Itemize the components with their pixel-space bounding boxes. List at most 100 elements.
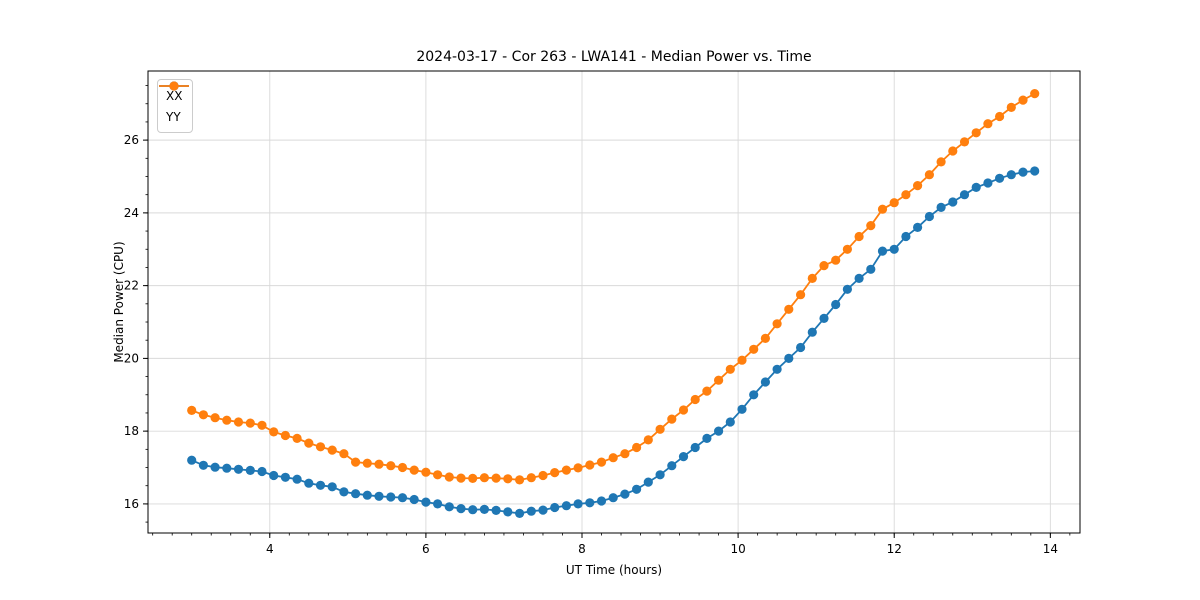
data-point	[561, 465, 572, 475]
data-point	[667, 414, 677, 424]
data-point	[187, 455, 197, 465]
data-point	[737, 355, 747, 365]
data-point	[503, 507, 513, 517]
data-point	[573, 499, 583, 509]
legend: XX YY	[157, 79, 194, 133]
data-point	[667, 461, 677, 471]
data-point	[351, 457, 361, 467]
data-point	[444, 472, 454, 482]
data-point	[280, 472, 290, 482]
data-point	[386, 461, 396, 471]
data-point	[269, 470, 279, 481]
data-point	[796, 342, 806, 353]
legend-label: XX	[166, 88, 183, 103]
data-point	[842, 284, 853, 294]
data-point	[819, 261, 829, 271]
data-point	[292, 474, 302, 484]
data-point	[796, 290, 806, 300]
data-point	[351, 489, 361, 499]
data-point	[421, 497, 431, 507]
data-point	[831, 255, 841, 265]
data-point	[187, 405, 197, 415]
data-point	[655, 424, 665, 434]
data-point	[889, 244, 899, 254]
data-point	[784, 304, 794, 314]
data-point	[433, 470, 443, 480]
data-point	[292, 433, 302, 443]
data-point	[877, 246, 888, 256]
data-point	[526, 506, 536, 516]
series-line	[191, 92, 1036, 481]
data-point	[959, 190, 970, 200]
data-point	[257, 420, 267, 430]
data-point	[315, 442, 326, 452]
data-point	[1018, 95, 1028, 105]
data-point	[643, 435, 653, 445]
data-point	[433, 499, 443, 509]
data-point	[714, 375, 724, 385]
data-point	[854, 273, 864, 283]
data-point	[515, 508, 525, 518]
data-point	[491, 473, 501, 483]
y-tick-label: 18	[124, 424, 139, 438]
x-tick-label: 12	[887, 542, 902, 556]
y-tick-label: 26	[124, 133, 139, 147]
data-point	[749, 344, 759, 354]
chart-title: 2024-03-17 - Cor 263 - LWA141 - Median P…	[416, 49, 812, 65]
data-point	[397, 462, 408, 473]
data-point	[807, 327, 817, 337]
data-point	[643, 477, 653, 487]
data-point	[339, 449, 349, 459]
data-point	[210, 413, 220, 423]
data-point	[526, 473, 536, 483]
data-point	[901, 231, 911, 242]
data-point	[936, 157, 946, 167]
y-tick-label: 20	[124, 351, 139, 365]
data-point	[913, 222, 923, 232]
data-point	[374, 491, 384, 501]
data-point	[702, 433, 712, 443]
data-point	[515, 475, 525, 485]
x-tick-label: 10	[730, 542, 745, 556]
data-point	[198, 460, 208, 470]
x-tick-label: 14	[1043, 542, 1058, 556]
x-axis-label: UT Time (hours)	[565, 563, 663, 577]
data-point	[1006, 102, 1016, 112]
data-point	[924, 211, 935, 222]
data-point	[596, 496, 607, 506]
data-point	[468, 505, 478, 515]
data-point	[397, 493, 408, 503]
data-point	[959, 137, 970, 147]
data-point	[233, 417, 244, 427]
data-point	[538, 470, 548, 481]
data-point	[608, 493, 618, 503]
series-yy	[187, 89, 1040, 485]
data-point	[913, 181, 923, 191]
data-point	[456, 504, 466, 514]
data-point	[620, 489, 630, 499]
data-point	[245, 418, 255, 428]
data-point	[772, 319, 782, 329]
data-point	[936, 202, 946, 212]
data-point	[198, 410, 208, 420]
data-point	[749, 390, 759, 400]
data-point	[304, 438, 314, 448]
data-point	[983, 178, 993, 188]
data-point	[468, 473, 478, 483]
data-point	[690, 394, 700, 405]
data-point	[550, 502, 560, 513]
data-point	[714, 426, 724, 436]
gridlines	[148, 71, 1080, 533]
data-point	[538, 505, 548, 515]
data-point	[503, 474, 513, 484]
y-tick-label: 24	[124, 206, 139, 220]
data-point	[854, 231, 864, 242]
data-point	[421, 467, 431, 477]
data-point	[362, 458, 372, 468]
data-point	[245, 465, 255, 475]
data-point	[678, 405, 689, 415]
data-point	[983, 119, 993, 129]
data-point	[702, 386, 712, 396]
data-point	[280, 430, 290, 441]
data-point	[339, 487, 349, 497]
